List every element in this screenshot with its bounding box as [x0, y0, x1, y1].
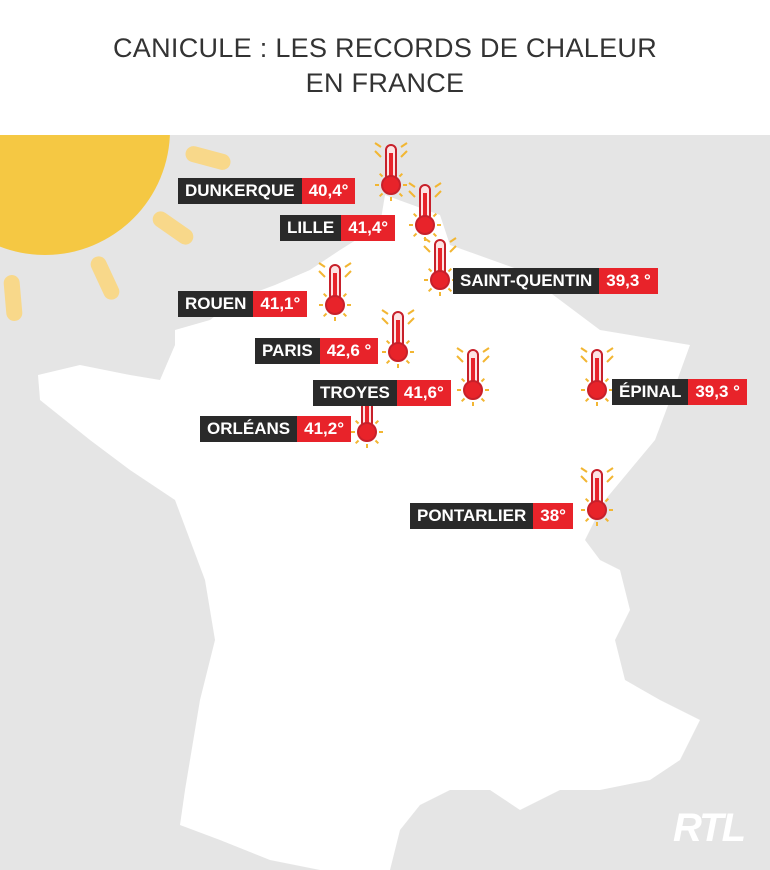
city-name: ÉPINAL	[612, 379, 689, 405]
thermometer	[580, 347, 614, 406]
france	[38, 195, 700, 870]
city-label: PARIS 42,6 °	[255, 338, 379, 364]
city-label: SAINT-QUENTIN 39,3 °	[453, 268, 658, 294]
city-label: PONTARLIER 38°	[410, 503, 573, 529]
city-name: DUNKERQUE	[178, 178, 302, 204]
thermometer	[381, 309, 415, 368]
thermometer	[456, 347, 490, 406]
city-name: ROUEN	[178, 291, 254, 317]
city-temperature: 41,6°	[396, 380, 451, 406]
city-label: ROUEN 41,1°	[178, 291, 308, 317]
city-temperature: 41,4°	[341, 215, 396, 241]
city-name: ORLÉANS	[200, 416, 298, 442]
thermometer	[350, 389, 384, 448]
thermometer	[408, 182, 442, 241]
city-temperature: 41,1°	[253, 291, 308, 317]
city-label: DUNKERQUE 40,4°	[178, 178, 356, 204]
city-label: ORLÉANS 41,2°	[200, 416, 352, 442]
city-label: TROYES 41,6°	[313, 380, 451, 406]
title: EN FRANCE	[305, 68, 465, 98]
thermometer	[318, 262, 352, 321]
city-temperature: 41,2°	[297, 416, 352, 442]
city-temperature: 39,3 °	[599, 268, 658, 294]
city-label: LILLE 41,4°	[280, 215, 396, 241]
city-name: PARIS	[255, 338, 320, 364]
title: CANICULE : LES RECORDS DE CHALEUR	[112, 33, 658, 63]
city-temperature: 40,4°	[301, 178, 356, 204]
logo: RTL	[672, 806, 746, 850]
header: CANICULE : LES RECORDS DE CHALEUR EN FRA…	[0, 0, 770, 135]
thermometer	[374, 142, 408, 201]
city-name: TROYES	[313, 380, 397, 406]
thermometer	[580, 467, 614, 526]
city-name: SAINT-QUENTIN	[453, 268, 600, 294]
city-name: PONTARLIER	[410, 503, 534, 529]
thermometer	[423, 237, 457, 296]
city-label: ÉPINAL 39,3 °	[612, 379, 747, 405]
city-temperature: 39,3 °	[688, 379, 747, 405]
city-temperature: 42,6 °	[319, 338, 379, 364]
city-temperature: 38°	[533, 503, 573, 529]
city-name: LILLE	[280, 215, 342, 241]
